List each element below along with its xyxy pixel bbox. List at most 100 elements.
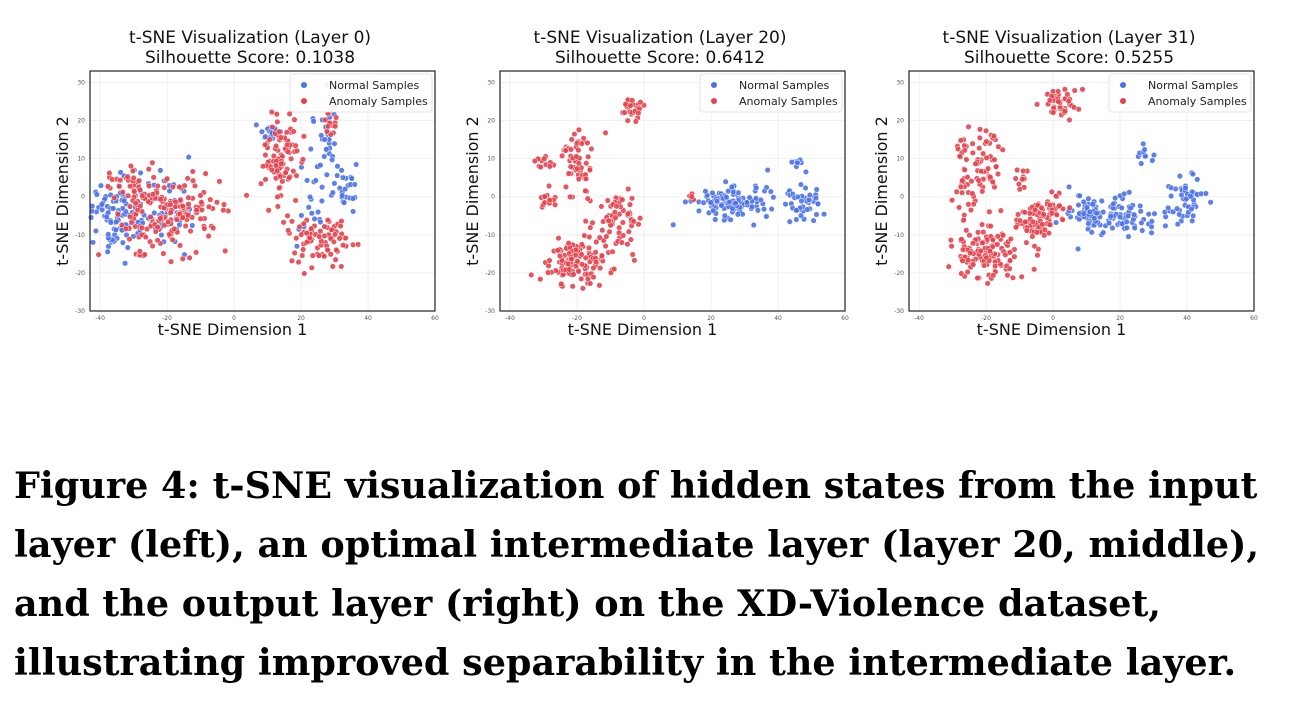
anomaly-sample-point [558,280,565,287]
anomaly-sample-point [569,283,576,290]
anomaly-sample-point [574,165,581,172]
legend-label: Anomaly Samples [329,95,428,108]
y-tick-label: 20 [487,118,495,125]
normal-sample-point [1188,205,1195,213]
anomaly-sample-point [571,131,578,138]
anomaly-sample-point [288,155,295,162]
normal-sample-point [760,206,768,213]
anomaly-sample-point [953,188,960,195]
anomaly-sample-point [959,246,967,253]
anomaly-sample-point [220,201,228,208]
normal-sample-point [709,189,716,196]
normal-sample-point [350,208,357,215]
anomaly-sample-point [324,217,331,224]
anomaly-sample-point [122,225,129,232]
normal-sample-point [1148,223,1155,230]
normal-sample-point [334,172,341,179]
anomaly-sample-point [274,118,281,125]
anomaly-sample-point [325,123,332,130]
panel-title: t-SNE Visualization (Layer 31) [942,28,1196,48]
y-tick-label: -20 [894,270,904,277]
normal-sample-point [329,189,336,196]
normal-sample-point [305,204,312,211]
anomaly-sample-point [266,136,273,143]
normal-sample-point [1173,205,1181,212]
anomaly-sample-point [139,192,146,199]
normal-sample-point [185,154,192,161]
anomaly-sample-point [579,285,586,292]
anomaly-sample-point [322,116,329,123]
normal-sample-point [821,211,828,218]
x-tick-label: 20 [1116,315,1124,322]
normal-sample-point [805,196,813,204]
anomaly-sample-point [1016,217,1024,224]
anomaly-sample-point [589,219,596,226]
anomaly-sample-point [969,149,976,156]
normal-sample-point [117,169,124,176]
anomaly-sample-point [317,228,324,235]
normal-sample-point [331,140,338,147]
anomaly-sample-point [154,183,161,190]
anomaly-sample-point [293,147,301,154]
anomaly-sample-point [268,166,275,173]
anomaly-sample-point [612,214,619,221]
normal-sample-point [722,178,729,185]
anomaly-sample-point [537,163,544,171]
anomaly-sample-point [555,235,562,242]
y-tick-label: -10 [485,232,495,239]
anomaly-sample-point [117,177,124,184]
anomaly-sample-point [531,157,538,165]
normal-sample-point [814,200,822,207]
anomaly-sample-point [983,154,990,161]
anomaly-sample-point [1038,204,1045,211]
anomaly-sample-point [963,156,970,163]
panel-subtitle: Silhouette Score: 0.6412 [554,48,766,68]
figure-caption: Figure 4: t-SNE visualization of hidden … [14,464,1260,684]
normal-sample-point [670,221,677,228]
anomaly-sample-point [628,195,636,202]
normal-sample-point [93,191,100,198]
anomaly-sample-point [1071,104,1078,111]
anomaly-sample-point [983,127,990,134]
anomaly-sample-point [974,275,981,282]
anomaly-sample-point [960,216,967,224]
anomaly-sample-point [575,175,582,183]
y-tick-label: 0 [491,194,495,201]
normal-sample-point [1121,190,1128,197]
anomaly-sample-point [95,251,102,258]
anomaly-sample-point [169,236,176,243]
anomaly-sample-point [260,163,267,170]
anomaly-sample-point [132,223,139,230]
anomaly-sample-point [625,228,632,235]
anomaly-sample-point [179,202,186,210]
normal-sample-point [1116,214,1124,221]
normal-sample-point [812,195,820,202]
anomaly-sample-point [149,191,157,198]
anomaly-sample-point [1055,88,1062,95]
legend-marker [301,82,307,88]
anomaly-sample-point [146,182,153,190]
anomaly-sample-point [616,224,623,231]
anomaly-sample-point [552,201,559,208]
normal-sample-point [1080,210,1087,217]
anomaly-sample-point [243,192,250,199]
anomaly-sample-point [964,268,971,276]
normal-sample-point [1178,191,1185,199]
anomaly-sample-point [1000,232,1007,239]
anomaly-sample-point [1007,257,1014,264]
anomaly-sample-point [329,263,336,270]
anomaly-sample-point [130,174,137,181]
normal-sample-point [682,198,689,205]
anomaly-sample-point [556,252,563,259]
anomaly-sample-point [980,262,988,269]
anomaly-sample-point [1007,235,1014,242]
anomaly-sample-point [967,207,975,214]
x-axis-label: t-SNE Dimension 1 [977,320,1127,339]
anomaly-sample-point [142,234,149,241]
normal-sample-point [1148,229,1155,236]
anomaly-sample-point [566,266,573,273]
normal-sample-point [137,169,144,176]
anomaly-sample-point [198,199,205,206]
anomaly-sample-point [630,218,637,225]
y-axis-label: t-SNE Dimension 2 [463,116,482,266]
